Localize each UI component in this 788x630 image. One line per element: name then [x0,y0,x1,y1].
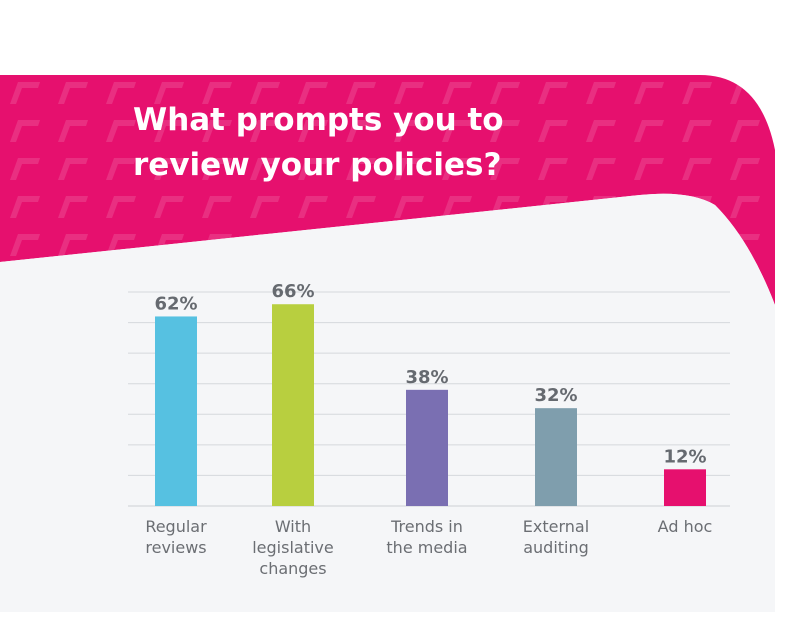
bar [406,389,448,506]
category-label-line: With [275,517,311,536]
category-label: Regular reviews [145,517,207,557]
category-label-line: Trends in [390,517,463,536]
title-line-1: What prompts you to [133,102,504,138]
chart-panel [0,193,775,612]
category-label-line: legislative [252,538,334,557]
category-label: Trends in the media [386,517,467,557]
category-label-line: Regular [145,517,207,536]
bars [155,304,706,506]
chart-title: What prompts you to review your policies… [133,98,693,188]
category-label: Ad hoc [658,517,713,536]
category-label-line: the media [386,538,467,557]
value-label: 62% [154,293,197,314]
bar [664,469,706,506]
category-label-line: changes [259,559,326,578]
category-label-line: reviews [145,538,206,557]
category-label-line: External [523,517,589,536]
title-line-2: review your policies? [133,147,502,183]
category-labels: Regular reviews With legislative changes Tren… [145,517,712,578]
value-labels: 62% 66% 38% 32% 12% [154,281,706,467]
category-label-line: auditing [523,538,589,557]
bar [272,304,314,506]
value-label: 12% [663,446,706,467]
bar [155,316,197,506]
category-label: External auditing [523,517,589,557]
bar [535,408,577,506]
category-label-line: Ad hoc [658,517,713,536]
category-label: With legislative changes [252,517,334,578]
value-label: 38% [405,367,448,388]
value-label: 32% [534,385,577,406]
value-label: 66% [271,281,314,302]
